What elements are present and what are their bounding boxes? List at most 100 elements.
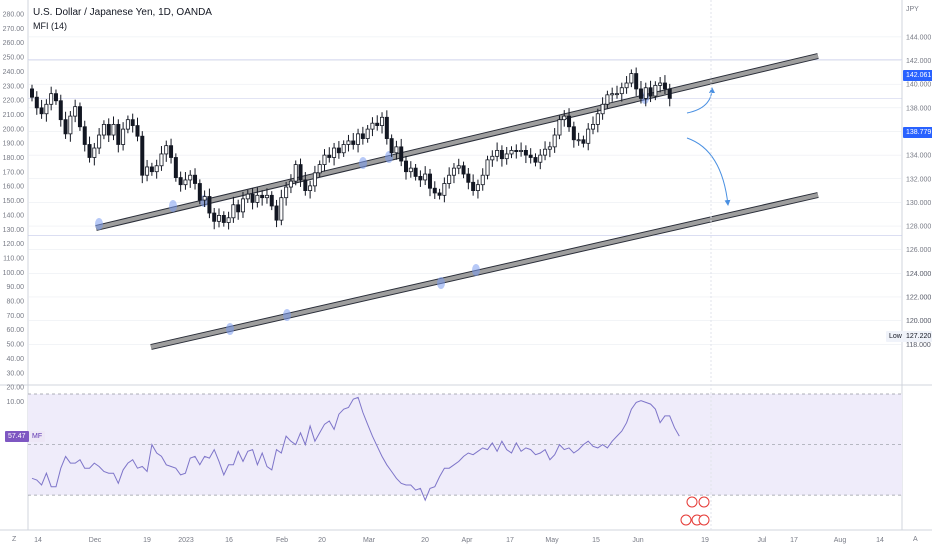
candle-up	[145, 166, 150, 176]
candle-up	[600, 103, 605, 115]
candle-down	[173, 157, 178, 178]
left-axis-tick: 180.00	[3, 155, 25, 162]
candle-up	[264, 194, 269, 199]
price-axis-tick: 118.000	[906, 342, 931, 349]
left-axis-tick: 160.00	[3, 184, 25, 191]
candle-up	[121, 128, 126, 145]
candle-down	[303, 179, 308, 191]
left-axis-tick: 260.00	[3, 40, 25, 47]
left-axis-tick: 80.00	[6, 299, 24, 306]
candle-down	[418, 176, 423, 181]
candle-up	[456, 165, 461, 169]
price-tag-last: 138.779	[903, 127, 932, 138]
candle-down	[58, 100, 63, 121]
economic-event-icon	[698, 514, 710, 526]
candle-down	[87, 144, 92, 158]
mfi-line	[31, 396, 680, 502]
candle-up	[332, 147, 337, 158]
left-axis-tick: 120.00	[3, 241, 25, 248]
time-axis-tick: 16	[225, 537, 233, 544]
left-axis-tick: 130.00	[3, 227, 25, 234]
candle-up	[394, 146, 399, 154]
candle-up	[538, 154, 543, 163]
price-axis-tick: 122.000	[906, 294, 931, 301]
candle-up	[365, 128, 370, 139]
price-tag-low-label: Low	[886, 331, 905, 342]
time-axis-tick: 14	[876, 537, 884, 544]
candle-down	[351, 140, 356, 145]
candle-down	[39, 107, 44, 115]
candle-down	[437, 192, 442, 196]
price-axis-tick-lower: 120.000	[906, 318, 931, 325]
corner-left-button[interactable]: Z	[12, 536, 17, 543]
time-axis-tick: 17	[506, 537, 514, 544]
corner-right-button[interactable]: A	[913, 536, 918, 543]
price-axis-tick: 132.000	[906, 176, 931, 183]
time-axis-tick: Feb	[276, 537, 288, 544]
candle-up	[624, 82, 629, 89]
left-axis-tick: 100.00	[3, 270, 25, 277]
candle-down	[250, 193, 255, 203]
candle-down	[427, 173, 432, 189]
price-tag-low: 127.220	[903, 331, 932, 342]
price-axis-tick: 140.000	[906, 82, 931, 89]
candle-down	[389, 138, 394, 154]
candle-down	[413, 167, 418, 177]
time-axis-tick: Apr	[462, 537, 474, 544]
left-axis-tick: 220.00	[3, 98, 25, 105]
candle-down	[514, 149, 519, 152]
left-axis-tick: 210.00	[3, 112, 25, 119]
price-axis-tick: 124.000	[906, 271, 931, 278]
mfi-short-tag: MF	[29, 431, 46, 442]
left-axis-tick: 280.00	[3, 12, 25, 19]
candle-up	[509, 149, 514, 155]
left-axis-tick: 60.00	[6, 327, 24, 334]
candle-down	[399, 146, 404, 162]
candle-up	[380, 116, 385, 126]
time-axis-tick: Dec	[89, 537, 102, 544]
candle-down	[581, 139, 586, 144]
time-axis-tick: Mar	[363, 537, 376, 544]
candle-down	[169, 145, 174, 158]
price-axis-tick-lower: 122.000	[906, 294, 931, 301]
price-axis-tick: 130.000	[906, 200, 931, 207]
candle-up	[44, 103, 49, 115]
candle-down	[466, 173, 471, 183]
candle-down	[298, 164, 303, 181]
candle-up	[125, 119, 130, 130]
candle-down	[567, 115, 572, 128]
candle-up	[557, 119, 562, 136]
candle-down	[571, 126, 576, 141]
candle-up	[480, 174, 485, 186]
candle-down	[207, 196, 212, 214]
candle-up	[370, 122, 375, 130]
candle-down	[260, 194, 265, 199]
candle-up	[97, 134, 102, 149]
projection-arrow-down	[686, 137, 731, 206]
candle-down	[149, 166, 154, 173]
time-axis-tick: 2023	[178, 537, 194, 544]
time-axis-tick: 15	[592, 537, 600, 544]
left-axis-tick: 170.00	[3, 169, 25, 176]
upper-channel-line	[95, 54, 819, 230]
candle-up	[610, 93, 615, 96]
candle-up	[159, 153, 164, 167]
price-axis-tick: 128.000	[906, 224, 931, 231]
candle-down	[528, 154, 533, 158]
left-axis-tick: 40.00	[6, 356, 24, 363]
price-axis-tick: 144.000	[906, 34, 931, 41]
lower-channel-line	[150, 193, 819, 349]
time-axis-tick: 20	[421, 537, 429, 544]
candle-up	[504, 153, 509, 160]
left-axis-tick: 250.00	[3, 55, 25, 62]
candle-down	[274, 205, 279, 221]
indicator-title: MFI (14)	[33, 21, 68, 31]
candle-up	[451, 167, 456, 176]
time-axis-tick: Aug	[834, 537, 847, 544]
left-axis-tick: 150.00	[3, 198, 25, 205]
candle-up	[614, 93, 619, 96]
candle-down	[140, 135, 145, 176]
candle-down	[384, 116, 389, 139]
